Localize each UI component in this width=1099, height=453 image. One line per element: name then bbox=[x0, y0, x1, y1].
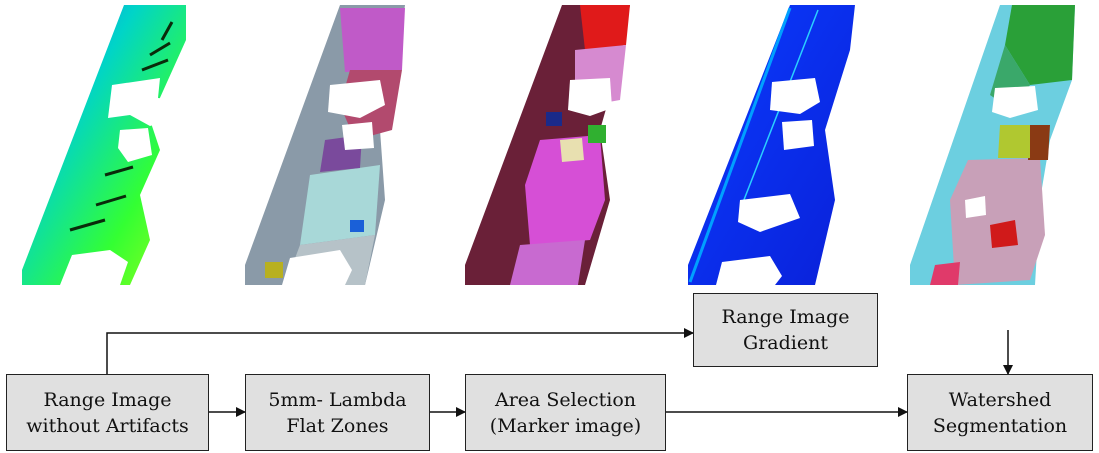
flat-zones-fragment bbox=[350, 220, 364, 232]
watershed-thumbnail bbox=[910, 5, 1075, 285]
watershed-hole bbox=[965, 196, 986, 218]
range-image-hole bbox=[60, 250, 128, 285]
gradient-strip bbox=[688, 5, 855, 285]
flat-zones-fragment bbox=[265, 262, 283, 278]
lambda-line-1: 5mm- Lambda bbox=[268, 388, 407, 411]
watershed-region bbox=[1028, 125, 1050, 160]
flat-zones-thumbnail bbox=[245, 5, 405, 285]
area-selection-region bbox=[510, 240, 585, 285]
watershed-box: Watershed Segmentation bbox=[907, 374, 1093, 451]
area-selection-line-1: Area Selection bbox=[494, 388, 637, 411]
range-image-box: Range Image without Artifacts bbox=[6, 374, 209, 451]
gradient-line-1: Range Image bbox=[721, 306, 850, 328]
range-image-thumbnail bbox=[22, 5, 186, 285]
watershed-region bbox=[930, 262, 960, 285]
watershed-hole bbox=[992, 86, 1038, 118]
watershed-region bbox=[990, 220, 1018, 248]
range-image-line-1: Range Image bbox=[43, 388, 172, 411]
gradient-edge bbox=[688, 7, 792, 283]
area-selection-region bbox=[580, 5, 630, 50]
flat-zones-hole bbox=[328, 80, 385, 118]
range-gradient-box: Range Image Gradient bbox=[693, 293, 878, 367]
range-image-strip bbox=[22, 5, 186, 285]
range-image-line-2: without Artifacts bbox=[26, 414, 189, 437]
range-image-hole bbox=[108, 78, 175, 126]
area-selection-box: Area Selection (Marker image) bbox=[465, 374, 666, 451]
range-image-dark-streaks bbox=[69, 21, 174, 232]
gradient-hole bbox=[738, 194, 800, 232]
lambda-line-2: Flat Zones bbox=[286, 414, 389, 437]
flat-zones-hole bbox=[282, 250, 352, 285]
area-selection-line-2: (Marker image) bbox=[489, 414, 642, 437]
area-selection-fragment bbox=[588, 125, 606, 143]
gradient-hole bbox=[770, 78, 820, 114]
watershed-line-2: Segmentation bbox=[932, 414, 1068, 437]
area-selection-region bbox=[560, 138, 584, 162]
arrow-range-to-gradient bbox=[106, 328, 694, 374]
watershed-region bbox=[1005, 5, 1075, 85]
gradient-line-2: Gradient bbox=[743, 332, 828, 354]
watershed-region bbox=[998, 125, 1030, 158]
flat-zones-hole bbox=[342, 122, 374, 150]
area-selection-thumbnail bbox=[465, 5, 630, 285]
range-image-hole bbox=[118, 128, 152, 162]
gradient-thumbnail bbox=[688, 5, 855, 285]
watershed-line-1: Watershed bbox=[948, 388, 1052, 411]
area-selection-region bbox=[525, 135, 605, 245]
gradient-hole bbox=[716, 256, 782, 285]
flat-zones-region bbox=[340, 8, 405, 72]
image-strip bbox=[22, 5, 1075, 285]
lambda-flat-zones-box: 5mm- Lambda Flat Zones bbox=[245, 374, 430, 451]
watershed-region bbox=[950, 158, 1045, 285]
area-selection-hole bbox=[568, 78, 612, 116]
area-selection-fragment bbox=[546, 112, 562, 126]
gradient-hole bbox=[782, 120, 814, 150]
